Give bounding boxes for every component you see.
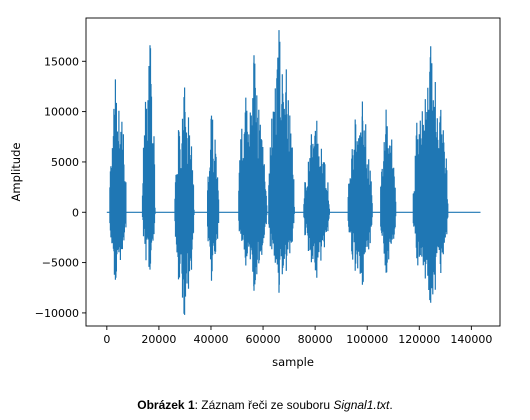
caption-label: Obrázek 1 [137,398,195,412]
y-axis-ticks: −10000 −5000 0 5000 10000 15000 [35,55,86,320]
caption-text: : Záznam řeči ze souboru [194,398,334,412]
x-axis-ticks: 0 20000 40000 60000 80000 100000 120000 140000 [103,326,492,346]
x-tick-label: 40000 [193,333,228,346]
signal-chart: 0 20000 40000 60000 80000 100000 120000 140000 … [9,17,501,369]
y-tick-label: 5000 [51,156,79,169]
y-tick-label: 0 [72,206,79,219]
y-tick-label: −10000 [35,307,79,320]
signal-line [106,30,481,315]
x-tick-label: 80000 [298,333,333,346]
y-axis-title: Amplitude [9,143,23,202]
x-tick-label: 60000 [246,333,281,346]
y-tick-label: 15000 [44,55,79,68]
caption-end: . [389,398,393,412]
x-axis-title: sample [272,355,314,369]
x-tick-label: 20000 [141,333,176,346]
y-tick-label: 10000 [44,106,79,119]
x-tick-label: 140000 [450,333,492,346]
caption-filename: Signal1.txt [333,398,390,412]
x-tick-label: 120000 [398,333,440,346]
y-tick-label: −5000 [42,257,79,270]
x-tick-label: 100000 [346,333,388,346]
x-tick-label: 0 [103,333,110,346]
signal-path [106,30,481,315]
figure-caption: Obrázek 1: Záznam řeči ze souboru Signal… [0,398,530,412]
